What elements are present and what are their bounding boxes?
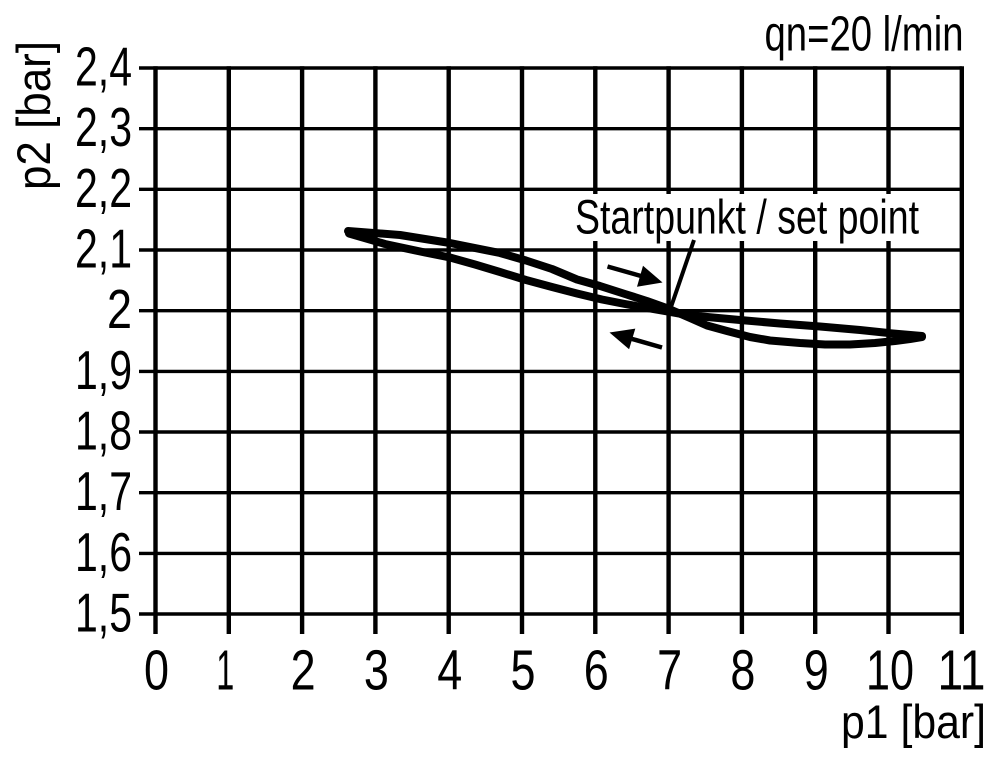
svg-text:2,2: 2,2	[75, 157, 132, 219]
svg-text:3: 3	[364, 639, 389, 703]
svg-text:2: 2	[291, 639, 316, 703]
svg-text:2,1: 2,1	[75, 218, 132, 280]
svg-text:1,5: 1,5	[75, 582, 132, 644]
svg-text:9: 9	[804, 639, 829, 703]
svg-text:1,6: 1,6	[75, 521, 132, 583]
svg-text:5: 5	[511, 639, 536, 703]
svg-text:1,8: 1,8	[75, 400, 132, 462]
svg-text:p1 [bar]: p1 [bar]	[841, 695, 986, 748]
svg-text:Startpunkt / set point: Startpunkt / set point	[575, 192, 919, 245]
svg-text:1,9: 1,9	[75, 339, 132, 401]
svg-text:2,3: 2,3	[75, 96, 132, 158]
svg-text:2,4: 2,4	[75, 36, 132, 98]
svg-text:1,7: 1,7	[75, 460, 132, 522]
svg-text:0: 0	[144, 639, 169, 703]
svg-text:11: 11	[938, 639, 986, 703]
svg-text:7: 7	[657, 639, 682, 703]
svg-text:qn=20 l/min: qn=20 l/min	[765, 8, 964, 62]
svg-text:p2 [bar]: p2 [bar]	[7, 41, 60, 190]
svg-text:6: 6	[584, 639, 609, 703]
svg-text:10: 10	[866, 639, 914, 703]
svg-text:2: 2	[107, 278, 132, 340]
svg-text:1: 1	[216, 639, 234, 703]
svg-text:8: 8	[730, 639, 755, 703]
svg-text:4: 4	[437, 639, 462, 703]
